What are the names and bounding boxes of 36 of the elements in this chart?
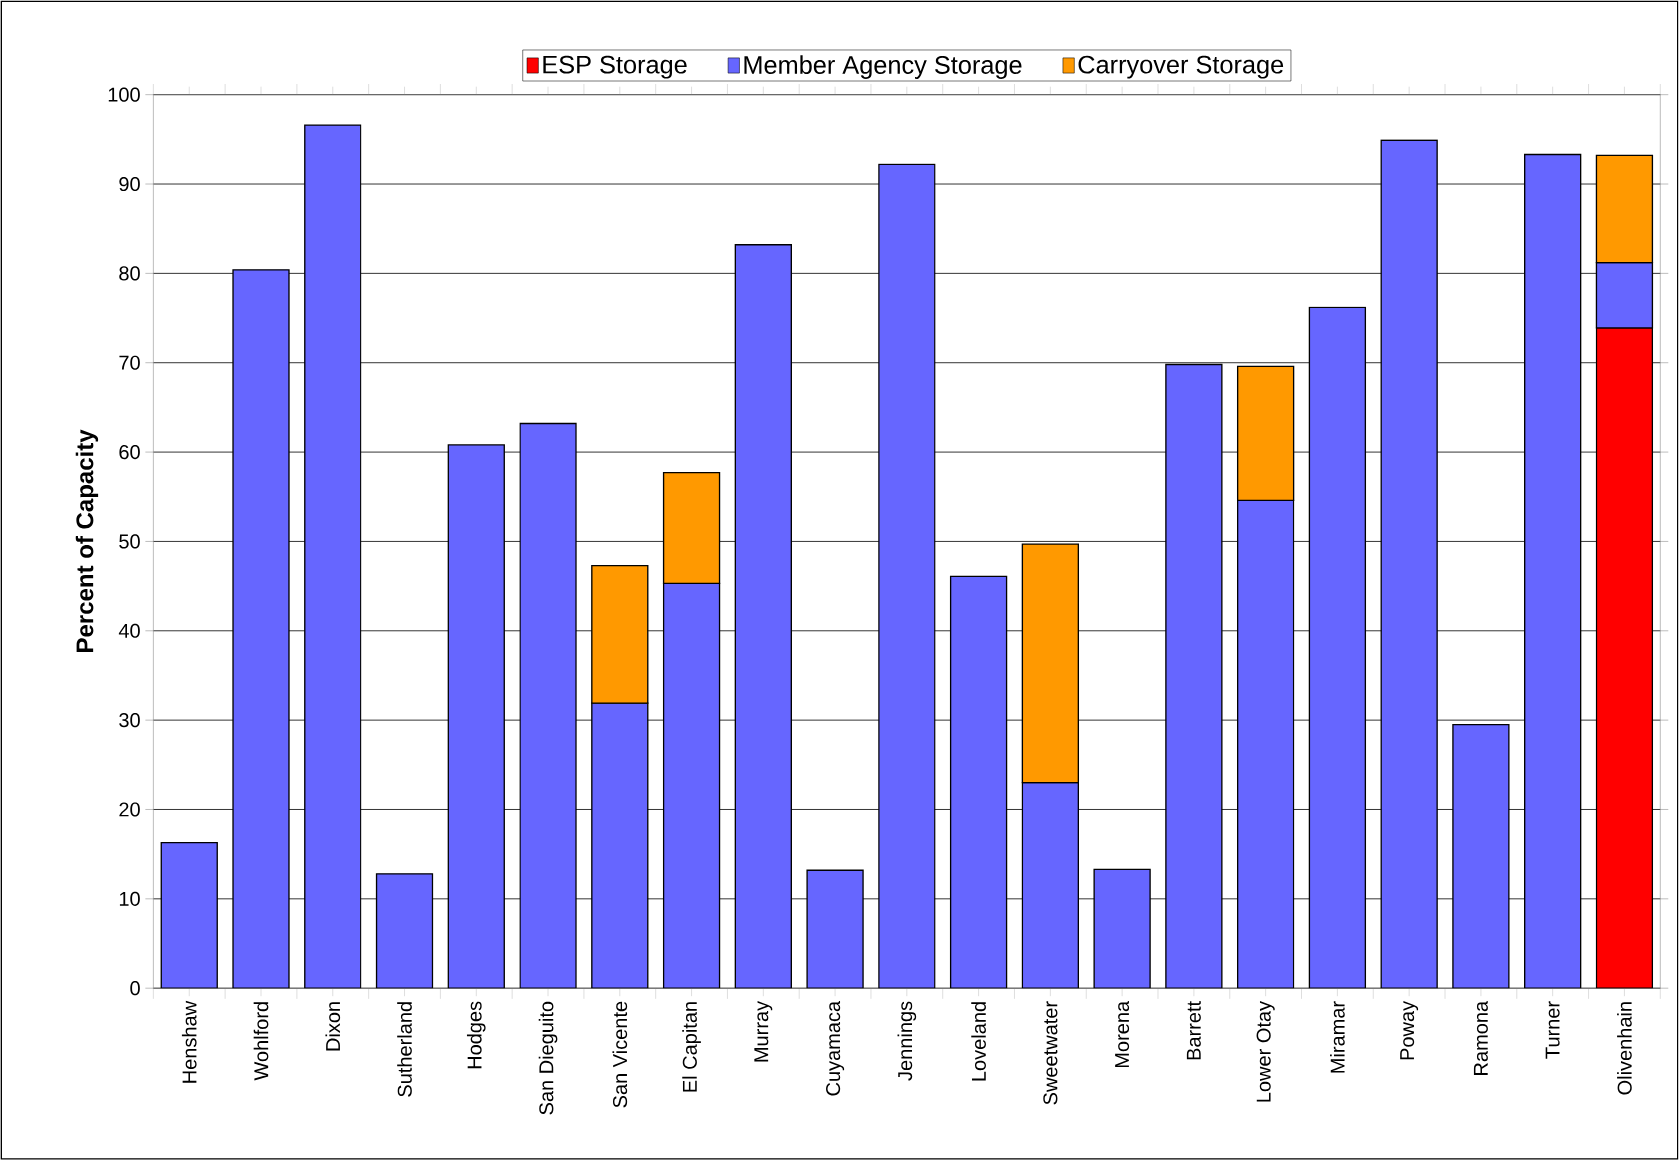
legend-label: Carryover Storage (1078, 55, 1284, 79)
x-tick-label: Dixon (325, 1002, 341, 1051)
y-tick-label: 50 (119, 534, 140, 549)
y-tick-label: 10 (119, 891, 140, 906)
x-tick-label: San Vicente (612, 1001, 628, 1108)
x-tick-label: Hodges (466, 1001, 486, 1069)
x-tick-label: San Dieguito (538, 1001, 558, 1115)
y-tick-label: 90 (119, 176, 140, 191)
x-tick-label: Murray (754, 1000, 773, 1062)
x-tick-label: Morena (1115, 1000, 1130, 1067)
y-tick-label: 30 (119, 712, 140, 728)
x-tick-label: Jennings (897, 1001, 917, 1081)
x-tick-label: El Capitan (682, 1002, 701, 1092)
x-tick-label: Sweetwater (1043, 1001, 1058, 1105)
x-tick-label: Olivenhain (1617, 1002, 1632, 1095)
x-tick-label: Miramar (1330, 1001, 1345, 1073)
x-tick-label: Lower Otay (1256, 1000, 1275, 1102)
y-tick-label: 20 (119, 802, 140, 817)
x-tick-label: Sutherland (397, 1002, 412, 1097)
y-tick-label: 60 (119, 444, 140, 460)
y-axis-title: Percent of Capacity (75, 429, 99, 652)
x-tick-label: Loveland (971, 1002, 986, 1081)
x-tick-label: Henshaw (181, 1000, 197, 1083)
y-tick-label: 80 (119, 266, 140, 281)
x-tick-label: Turner (1545, 1001, 1560, 1059)
y-tick-label: 70 (119, 355, 140, 370)
x-tick-label: Poway (1400, 1000, 1419, 1060)
legend-label: ESP Storage (543, 55, 687, 79)
x-tick-label: Cuyamaca (826, 1000, 845, 1096)
y-tick-label: 100 (108, 87, 140, 102)
x-tick-label: Wohlford (253, 1002, 269, 1081)
x-tick-label: Ramona (1473, 1000, 1488, 1075)
legend-label: Member Agency Storage (744, 55, 1022, 79)
x-tick-label: Barrett (1186, 1000, 1201, 1060)
y-tick-label: 40 (118, 623, 140, 638)
y-tick-label: 0 (130, 980, 140, 996)
